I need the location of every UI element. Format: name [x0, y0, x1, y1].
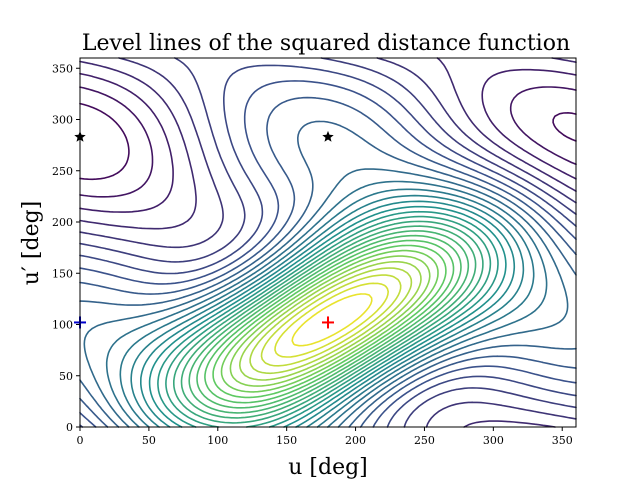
contour-level — [180, 225, 477, 419]
y-tick-label: 100 — [52, 319, 73, 332]
y-tick-label: 250 — [52, 165, 73, 178]
plus-marker — [322, 316, 334, 329]
contour-level — [173, 220, 484, 424]
plot-frame — [79, 57, 577, 428]
x-axis: 0 50 100 150 200 250 300 350 — [77, 427, 573, 447]
contour-level — [196, 234, 462, 409]
y-axis: 0 50 100 150 200 250 300 350 — [52, 62, 80, 434]
contour-level — [79, 86, 577, 198]
y-tick-label: 150 — [52, 267, 73, 280]
x-axis-label: u [deg] — [288, 455, 368, 480]
contour-level — [148, 205, 507, 428]
contour-level — [229, 255, 431, 387]
y-tick-label: 350 — [52, 62, 73, 75]
markers — [74, 130, 334, 329]
contour-lines — [79, 57, 577, 428]
contour-level — [79, 102, 577, 181]
x-tick-label: 300 — [483, 434, 504, 447]
contour-level — [239, 261, 422, 381]
x-tick-label: 350 — [552, 434, 573, 447]
contour-level — [83, 168, 569, 428]
contour-level — [79, 57, 577, 428]
contour-level — [220, 249, 439, 393]
y-tick-label: 0 — [66, 421, 73, 434]
x-tick-label: 250 — [414, 434, 435, 447]
contour-level — [188, 230, 470, 414]
contour-level — [165, 215, 492, 428]
x-tick-label: 100 — [207, 434, 228, 447]
contour-level — [291, 293, 373, 347]
contour-level — [79, 57, 577, 428]
contour-level — [140, 200, 516, 428]
x-tick-label: 150 — [276, 434, 297, 447]
contour-level — [274, 282, 389, 358]
x-tick-label: 0 — [77, 434, 84, 447]
contour-level — [212, 244, 447, 399]
contour-level — [119, 188, 535, 428]
contour-level — [79, 120, 577, 428]
contour-level — [79, 96, 577, 428]
contour-level — [204, 239, 455, 404]
contour-level — [79, 80, 577, 428]
chart-title: Level lines of the squared distance func… — [82, 31, 570, 56]
star-marker — [322, 130, 334, 142]
y-tick-label: 300 — [52, 114, 73, 127]
contour-level — [130, 194, 525, 428]
contour-level — [79, 64, 577, 428]
contour-level — [157, 210, 499, 428]
x-tick-label: 200 — [345, 434, 366, 447]
x-tick-label: 50 — [142, 434, 156, 447]
contour-level — [79, 68, 577, 213]
contour-level — [105, 180, 548, 428]
contour-level — [260, 274, 402, 367]
y-tick-label: 200 — [52, 216, 73, 229]
y-tick-label: 50 — [59, 370, 73, 383]
contour-level — [249, 267, 413, 375]
y-axis-label: u′ [deg] — [19, 201, 44, 286]
